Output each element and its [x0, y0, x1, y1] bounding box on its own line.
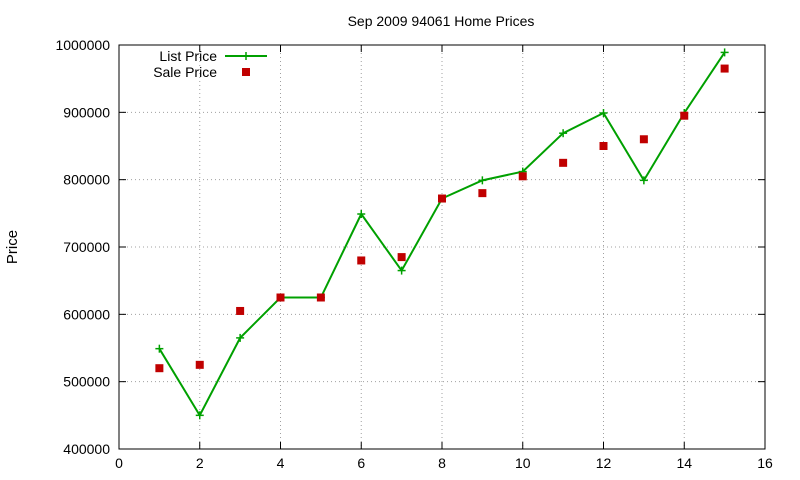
data-point	[518, 172, 527, 181]
x-tick-label: 14	[676, 455, 692, 471]
data-point	[195, 411, 204, 420]
x-tick-label: 10	[515, 455, 531, 471]
y-tick-label: 1000000	[55, 37, 110, 53]
axis-ticks: 400000 500000 600000 700000 800000 900000 1000…	[55, 37, 773, 471]
data-point	[720, 64, 729, 73]
data-point	[357, 256, 366, 265]
y-tick-label: 800000	[63, 172, 110, 188]
x-tick-label: 2	[196, 455, 204, 471]
y-tick-label: 400000	[63, 441, 110, 457]
legend-label: Sale Price	[153, 64, 217, 80]
legend-label: List Price	[159, 48, 217, 64]
x-tick-label: 0	[115, 455, 123, 471]
data-point	[559, 158, 568, 167]
series	[155, 48, 729, 420]
y-tick-label: 600000	[63, 306, 110, 322]
x-tick-label: 6	[357, 455, 365, 471]
legend-marker	[242, 52, 250, 60]
legend-marker	[242, 68, 250, 76]
x-tick-label: 16	[757, 455, 773, 471]
data-point	[195, 360, 204, 369]
chart-title: Sep 2009 94061 Home Prices	[348, 13, 535, 29]
data-point	[316, 293, 325, 302]
data-point	[357, 210, 366, 219]
data-point	[639, 176, 648, 185]
data-point	[478, 176, 487, 185]
data-point	[599, 109, 608, 118]
data-point	[236, 306, 245, 315]
data-point	[599, 142, 608, 150]
data-point	[155, 344, 164, 353]
data-point	[236, 333, 245, 342]
x-tick-label: 12	[596, 455, 612, 471]
data-point	[155, 364, 164, 373]
x-tick-label: 4	[277, 455, 285, 471]
data-point	[438, 194, 446, 203]
y-axis-label: Price	[4, 230, 21, 264]
data-point	[559, 129, 568, 138]
data-point	[397, 253, 406, 262]
data-point	[276, 293, 285, 302]
y-tick-label: 700000	[63, 239, 110, 255]
series-sale-price	[155, 64, 729, 373]
data-point	[680, 111, 689, 120]
data-point	[720, 48, 729, 57]
data-point	[478, 189, 487, 198]
data-point	[397, 266, 406, 275]
grid	[119, 45, 765, 449]
y-tick-label: 500000	[63, 374, 110, 390]
plot-frame	[118, 44, 766, 450]
data-point	[639, 135, 648, 144]
y-tick-label: 900000	[63, 104, 110, 120]
x-tick-label: 8	[438, 455, 446, 471]
